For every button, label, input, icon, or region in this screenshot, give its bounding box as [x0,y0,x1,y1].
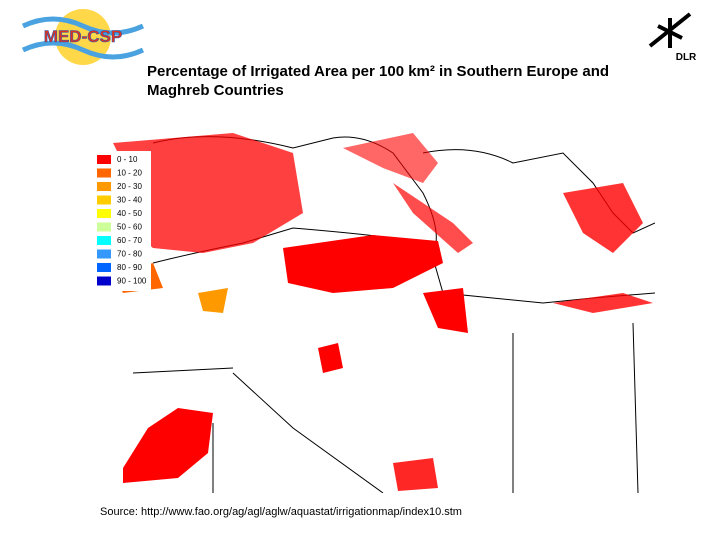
legend-swatch [97,263,111,272]
legend-label: 0 - 10 [117,155,138,164]
legend-label: 90 - 100 [117,277,147,286]
legend-swatch [97,222,111,232]
legend-swatch [97,155,111,164]
legend-label: 70 - 80 [117,250,142,259]
legend-label: 30 - 40 [117,196,142,205]
logo-med-csp: MED-CSP [21,9,145,65]
legend-label: 40 - 50 [117,209,142,218]
legend-label: 80 - 90 [117,263,142,272]
legend-label: 20 - 30 [117,182,142,191]
map: 0 - 10 10 - 20 20 - 30 30 - 40 40 - 50 50 - 6… [93,133,655,493]
title: Percentage of Irrigated Area per 100 km²… [147,63,610,99]
legend-label: 50 - 60 [117,223,142,232]
legend-swatch [97,276,111,286]
legend-swatch [97,182,111,191]
legend-label: 60 - 70 [117,236,142,245]
logo-dlr: DLR [648,12,697,63]
legend-swatch [97,249,111,259]
legend-label: 10 - 20 [117,169,142,178]
legend-swatch [97,168,111,178]
legend-swatch [97,195,111,205]
source-note: Source: http://www.fao.org/ag/agl/aglw/a… [100,506,462,518]
logo-text: DLR [676,52,697,63]
legend-swatch [97,236,111,245]
logo-mark [648,12,692,48]
waves [21,16,145,60]
irrigated-areas [113,133,653,491]
legend-swatch [97,209,111,218]
logo-text: MED-CSP [44,27,122,46]
